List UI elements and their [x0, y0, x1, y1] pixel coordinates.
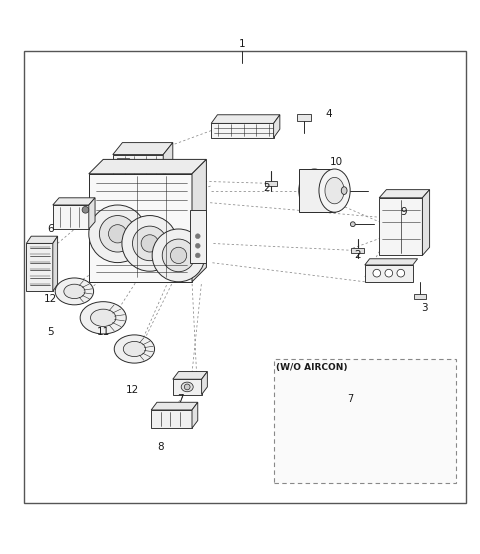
Polygon shape	[274, 115, 280, 138]
Circle shape	[397, 269, 405, 277]
Text: 6: 6	[47, 224, 54, 234]
Circle shape	[162, 239, 195, 271]
Ellipse shape	[55, 278, 94, 305]
Ellipse shape	[123, 341, 145, 357]
Ellipse shape	[114, 335, 155, 363]
Text: 7: 7	[177, 394, 183, 404]
Polygon shape	[53, 198, 95, 205]
Text: 11: 11	[96, 327, 110, 337]
Ellipse shape	[344, 430, 356, 440]
Circle shape	[89, 205, 146, 263]
Polygon shape	[89, 174, 192, 282]
Polygon shape	[151, 410, 192, 428]
Polygon shape	[336, 427, 365, 443]
Circle shape	[170, 247, 187, 264]
Circle shape	[122, 216, 178, 271]
Polygon shape	[414, 294, 426, 299]
Text: 9: 9	[400, 207, 407, 217]
Text: 12: 12	[44, 294, 57, 304]
Ellipse shape	[80, 302, 126, 334]
Circle shape	[184, 384, 190, 390]
Polygon shape	[53, 205, 89, 229]
Circle shape	[373, 269, 381, 277]
Polygon shape	[202, 372, 207, 394]
Circle shape	[99, 216, 136, 252]
Polygon shape	[173, 379, 202, 394]
Polygon shape	[192, 402, 198, 428]
Polygon shape	[365, 265, 413, 282]
Ellipse shape	[181, 382, 193, 392]
Polygon shape	[190, 210, 206, 263]
Polygon shape	[422, 189, 430, 255]
Polygon shape	[113, 155, 163, 176]
Polygon shape	[113, 142, 173, 155]
Circle shape	[195, 234, 200, 239]
Polygon shape	[211, 124, 274, 138]
Polygon shape	[173, 372, 207, 379]
Text: 2: 2	[354, 250, 361, 260]
Polygon shape	[26, 236, 58, 243]
Ellipse shape	[299, 169, 330, 212]
Ellipse shape	[325, 177, 344, 204]
Polygon shape	[192, 160, 206, 282]
Polygon shape	[297, 114, 311, 121]
Text: 12: 12	[125, 385, 139, 395]
Text: 5: 5	[47, 327, 54, 337]
Polygon shape	[163, 142, 173, 176]
Bar	[117, 158, 129, 172]
Circle shape	[108, 225, 127, 243]
Text: (W/O AIRCON): (W/O AIRCON)	[276, 363, 348, 372]
Polygon shape	[379, 189, 430, 198]
Polygon shape	[336, 419, 371, 427]
Circle shape	[385, 269, 393, 277]
Circle shape	[195, 253, 200, 258]
Text: 7: 7	[347, 394, 354, 404]
Circle shape	[152, 229, 205, 282]
Ellipse shape	[64, 284, 85, 299]
Text: 1: 1	[239, 39, 246, 49]
Text: 2: 2	[263, 183, 270, 193]
Circle shape	[156, 164, 161, 170]
Circle shape	[348, 432, 353, 438]
Polygon shape	[265, 181, 277, 186]
Ellipse shape	[350, 222, 355, 227]
Circle shape	[132, 226, 167, 261]
Polygon shape	[379, 198, 422, 255]
Bar	[274, 358, 456, 484]
Polygon shape	[365, 419, 371, 443]
Ellipse shape	[91, 309, 116, 326]
Ellipse shape	[341, 187, 347, 194]
Polygon shape	[299, 169, 335, 212]
Ellipse shape	[319, 169, 350, 212]
Polygon shape	[365, 259, 418, 265]
Text: 8: 8	[157, 443, 164, 453]
Polygon shape	[26, 243, 53, 291]
Polygon shape	[211, 115, 280, 124]
Text: 10: 10	[329, 157, 343, 167]
Circle shape	[195, 243, 200, 248]
Polygon shape	[89, 198, 95, 229]
Text: 4: 4	[325, 109, 332, 119]
Circle shape	[82, 207, 89, 213]
Circle shape	[141, 235, 158, 252]
Text: 3: 3	[421, 303, 428, 313]
Polygon shape	[151, 402, 198, 410]
Polygon shape	[89, 160, 206, 174]
Polygon shape	[351, 248, 364, 253]
Polygon shape	[53, 236, 58, 291]
